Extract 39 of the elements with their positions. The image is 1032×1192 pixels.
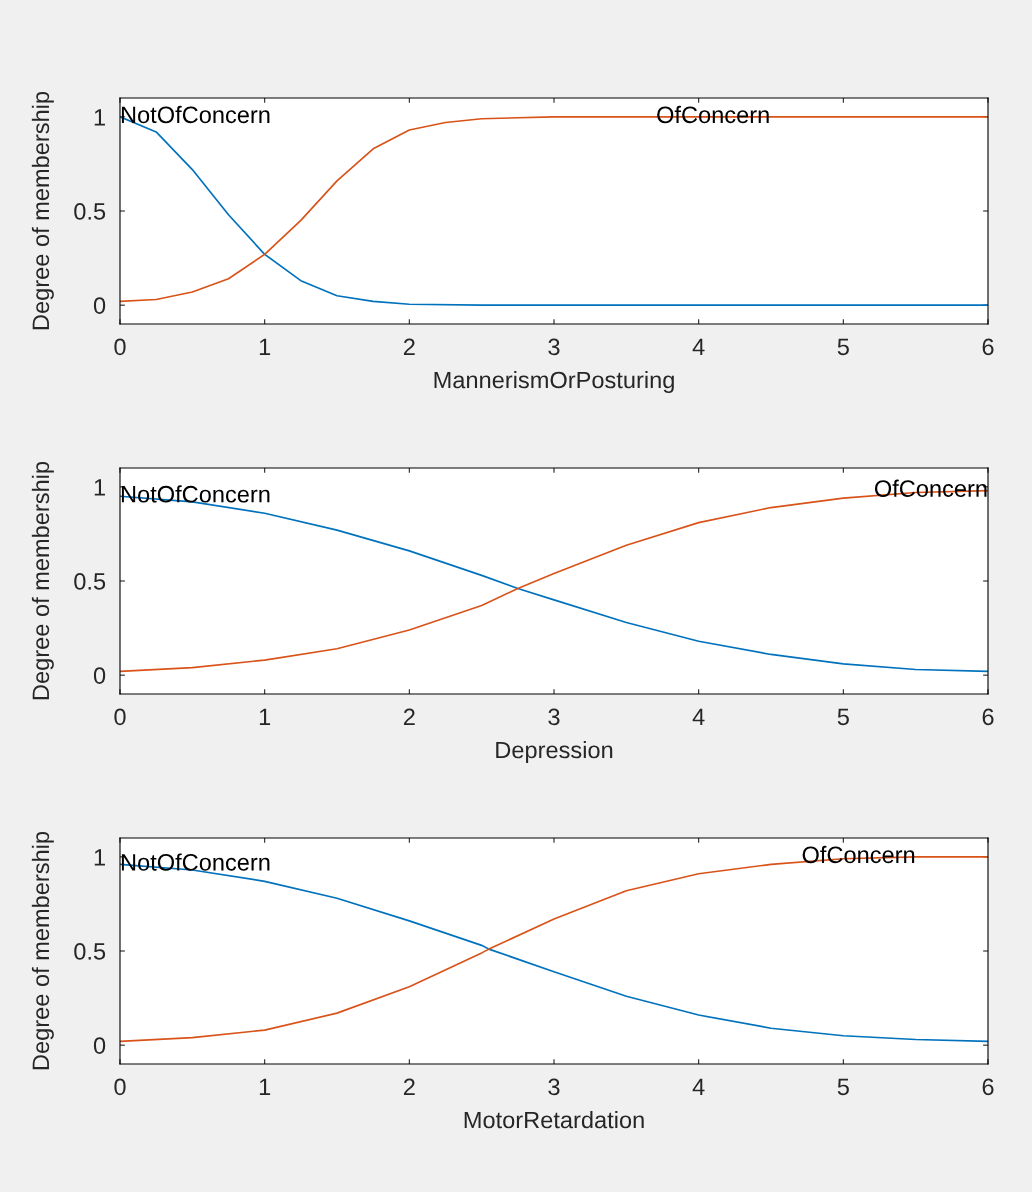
x-tick-label: 2	[403, 338, 415, 355]
x-tick-label: 5	[837, 708, 849, 726]
x-tick-label: 5	[837, 1078, 849, 1096]
x-tick-label: 2	[403, 1078, 415, 1095]
x-tick-label: 6	[982, 708, 994, 726]
y-tick-label: 0	[93, 297, 106, 314]
y-axis-title: Degree of membership	[31, 831, 54, 1070]
y-tick-label: 0	[93, 667, 106, 684]
x-tick-label: 4	[692, 1078, 705, 1095]
x-tick-label: 3	[548, 338, 560, 356]
x-tick-label: 2	[403, 708, 415, 725]
x-tick-label: 0	[114, 1078, 126, 1096]
x-tick-label: 4	[692, 708, 705, 725]
x-axis-title: MannerismOrPosturing	[434, 371, 674, 394]
x-tick-label: 6	[982, 338, 994, 356]
y-tick-label: 1	[94, 479, 105, 496]
x-tick-label: 4	[692, 338, 705, 355]
x-tick-label: 3	[548, 708, 560, 726]
x-tick-label: 1	[259, 708, 271, 725]
y-axis-title: Degree of membership	[31, 91, 54, 330]
y-tick-label: 0	[93, 1037, 106, 1054]
x-tick-label: 0	[114, 338, 126, 356]
y-tick-label: 0.5	[74, 203, 106, 220]
x-tick-label: 0	[114, 708, 126, 726]
x-axis-title: Depression	[496, 741, 613, 764]
x-tick-label: 1	[259, 1078, 271, 1095]
x-tick-label: 5	[837, 338, 849, 356]
x-tick-label: 3	[548, 1078, 560, 1096]
x-tick-label: 6	[982, 1078, 994, 1096]
y-tick-label: 1	[94, 109, 105, 126]
series-label: NotOfConcern	[121, 105, 270, 124]
y-tick-label: 0.5	[74, 943, 106, 960]
y-tick-label: 1	[94, 849, 105, 866]
y-axis-title: Degree of membership	[31, 461, 54, 700]
series-label: NotOfConcern	[121, 485, 270, 503]
x-axis-title: MotorRetardation	[464, 1111, 644, 1129]
y-tick-label: 0.5	[74, 573, 106, 590]
x-tick-label: 1	[259, 338, 271, 355]
series-label: NotOfConcern	[121, 853, 270, 871]
